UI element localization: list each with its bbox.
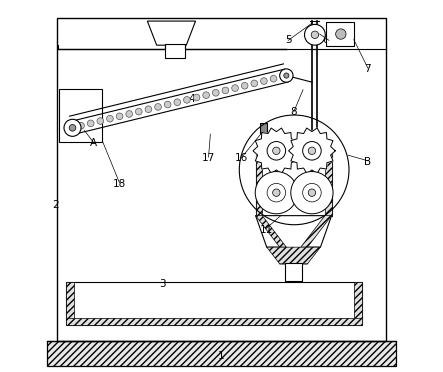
Circle shape xyxy=(203,92,210,99)
Circle shape xyxy=(291,171,333,214)
Circle shape xyxy=(183,96,190,103)
Text: 5: 5 xyxy=(285,35,291,45)
Circle shape xyxy=(304,25,325,45)
Text: 3: 3 xyxy=(159,279,166,289)
Polygon shape xyxy=(253,128,300,174)
Circle shape xyxy=(136,108,142,115)
Bar xyxy=(66,318,362,325)
Circle shape xyxy=(311,31,319,38)
Circle shape xyxy=(193,94,200,101)
Circle shape xyxy=(107,115,113,122)
Circle shape xyxy=(126,110,132,117)
Circle shape xyxy=(267,141,286,160)
Text: 7: 7 xyxy=(365,64,371,74)
Circle shape xyxy=(284,73,289,78)
Polygon shape xyxy=(288,128,335,174)
Circle shape xyxy=(78,122,85,129)
Text: 4: 4 xyxy=(189,94,195,104)
Circle shape xyxy=(116,113,123,120)
Text: B: B xyxy=(364,157,371,167)
Bar xyxy=(59,89,102,142)
Circle shape xyxy=(164,101,171,108)
Text: 18: 18 xyxy=(113,179,126,189)
Text: 17: 17 xyxy=(202,153,215,163)
Bar xyxy=(57,18,386,341)
Circle shape xyxy=(272,147,280,154)
Bar xyxy=(47,341,396,366)
Bar xyxy=(66,282,362,325)
Circle shape xyxy=(213,90,219,96)
Text: 16: 16 xyxy=(235,153,249,163)
Circle shape xyxy=(270,76,277,82)
Bar xyxy=(165,44,185,58)
Circle shape xyxy=(69,125,76,131)
Polygon shape xyxy=(256,216,286,247)
Circle shape xyxy=(222,87,229,94)
Text: A: A xyxy=(90,138,97,148)
Bar xyxy=(326,22,354,46)
Circle shape xyxy=(336,29,346,39)
Circle shape xyxy=(267,183,286,202)
Circle shape xyxy=(308,147,315,154)
Bar xyxy=(354,282,362,325)
Circle shape xyxy=(64,119,81,137)
Text: 11: 11 xyxy=(259,225,272,235)
Polygon shape xyxy=(301,216,331,247)
Circle shape xyxy=(155,103,161,110)
Circle shape xyxy=(241,83,248,89)
Circle shape xyxy=(174,99,181,106)
Polygon shape xyxy=(148,21,195,45)
Circle shape xyxy=(303,183,321,202)
Bar xyxy=(256,149,331,216)
Bar xyxy=(256,149,262,216)
Polygon shape xyxy=(256,216,331,264)
Text: 6: 6 xyxy=(322,35,329,45)
Circle shape xyxy=(87,120,94,127)
Text: 1: 1 xyxy=(218,351,225,361)
Polygon shape xyxy=(267,247,320,264)
Circle shape xyxy=(145,106,152,113)
Bar xyxy=(66,282,74,325)
Circle shape xyxy=(303,141,321,160)
Bar xyxy=(325,149,331,216)
Circle shape xyxy=(251,80,258,87)
Text: 2: 2 xyxy=(52,199,59,209)
Text: 8: 8 xyxy=(291,107,297,117)
Bar xyxy=(260,124,267,133)
Circle shape xyxy=(260,78,267,84)
Circle shape xyxy=(255,171,298,214)
Circle shape xyxy=(97,118,104,124)
Circle shape xyxy=(308,189,315,196)
Bar xyxy=(285,263,302,280)
Circle shape xyxy=(272,189,280,196)
Circle shape xyxy=(280,69,293,82)
Circle shape xyxy=(232,85,238,92)
